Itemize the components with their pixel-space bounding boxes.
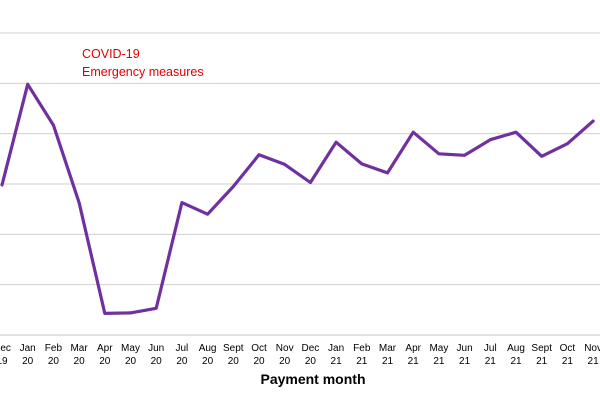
x-tick-month: Aug (199, 343, 217, 354)
x-tick-year: 20 (74, 356, 86, 367)
x-axis-tick-labels: Dec 19 Jan 20 Feb 20 Mar 20 Apr 20 May 20 Jun 20 Jul 20… (0, 343, 600, 367)
x-tick-label: Oct 21 (560, 343, 576, 367)
x-tick-month: May (429, 343, 448, 354)
x-tick-label: Dec 20 (302, 343, 320, 367)
x-tick-label: Feb 21 (353, 343, 371, 367)
x-tick-year: 20 (279, 356, 291, 367)
x-tick-label: Oct 20 (251, 343, 267, 367)
x-tick-month: Jul (484, 343, 497, 354)
x-tick-label: Jun 21 (457, 343, 473, 367)
x-tick-year: 20 (228, 356, 240, 367)
x-tick-month: Jun (457, 343, 473, 354)
x-tick-year: 21 (356, 356, 368, 367)
x-tick-label: Nov 21 (584, 343, 600, 367)
x-tick-year: 20 (305, 356, 317, 367)
x-tick-label: Jul 20 (176, 343, 189, 367)
x-tick-year: 20 (99, 356, 111, 367)
x-tick-label: Aug 21 (507, 343, 525, 367)
x-tick-label: Sept 21 (531, 343, 552, 367)
x-tick-label: Jun 20 (148, 343, 164, 367)
x-tick-label: Apr 21 (405, 343, 421, 367)
x-tick-year: 20 (125, 356, 137, 367)
x-tick-year: 21 (485, 356, 497, 367)
x-tick-year: 19 (0, 356, 8, 367)
x-tick-month: Feb (45, 343, 63, 354)
x-tick-year: 21 (408, 356, 420, 367)
x-tick-label: Dec 19 (0, 343, 11, 367)
x-tick-month: Feb (353, 343, 371, 354)
x-tick-label: May 20 (121, 343, 140, 367)
x-tick-month: May (121, 343, 140, 354)
x-tick-year: 20 (202, 356, 214, 367)
x-tick-year: 21 (588, 356, 600, 367)
x-tick-year: 20 (22, 356, 34, 367)
x-tick-month: Nov (584, 343, 600, 354)
x-tick-month: Oct (560, 343, 576, 354)
x-tick-month: Dec (302, 343, 320, 354)
x-tick-month: Oct (251, 343, 267, 354)
x-tick-year: 20 (253, 356, 265, 367)
x-tick-label: Sept 20 (223, 343, 244, 367)
x-tick-label: May 21 (429, 343, 448, 367)
x-tick-label: Jan 20 (20, 343, 36, 367)
x-tick-year: 21 (331, 356, 343, 367)
x-tick-label: Jan 21 (328, 343, 344, 367)
x-tick-label: Apr 20 (97, 343, 113, 367)
x-axis-title: Payment month (260, 371, 365, 387)
x-tick-month: Jun (148, 343, 164, 354)
x-tick-year: 21 (459, 356, 471, 367)
x-tick-label: Mar 20 (70, 343, 88, 367)
x-tick-month: Apr (97, 343, 113, 354)
x-tick-year: 20 (48, 356, 60, 367)
x-tick-month: Sept (531, 343, 552, 354)
x-tick-month: Sept (223, 343, 244, 354)
x-tick-year: 21 (382, 356, 394, 367)
x-tick-year: 21 (510, 356, 522, 367)
series-line (0, 82, 595, 315)
x-tick-month: Aug (507, 343, 525, 354)
x-tick-year: 20 (151, 356, 163, 367)
x-tick-year: 20 (176, 356, 188, 367)
x-tick-month: Jan (20, 343, 36, 354)
x-tick-year: 21 (536, 356, 548, 367)
gridlines (0, 32, 600, 336)
x-tick-year: 21 (433, 356, 445, 367)
x-tick-label: Nov 20 (276, 343, 294, 367)
x-tick-month: Nov (276, 343, 294, 354)
x-tick-month: Jan (328, 343, 344, 354)
x-tick-label: Feb 20 (45, 343, 63, 367)
x-tick-month: Jul (176, 343, 189, 354)
x-tick-label: Jul 21 (484, 343, 497, 367)
x-tick-month: Mar (379, 343, 397, 354)
x-tick-month: Dec (0, 343, 11, 354)
x-tick-month: Mar (70, 343, 88, 354)
x-tick-label: Aug 20 (199, 343, 217, 367)
x-tick-label: Mar 21 (379, 343, 397, 367)
x-tick-year: 21 (562, 356, 574, 367)
annotation-line-1: COVID-19 (82, 47, 140, 61)
annotation-line-2: Emergency measures (82, 65, 204, 79)
covid-annotation: COVID-19 Emergency measures (82, 47, 204, 79)
x-tick-month: Apr (405, 343, 421, 354)
